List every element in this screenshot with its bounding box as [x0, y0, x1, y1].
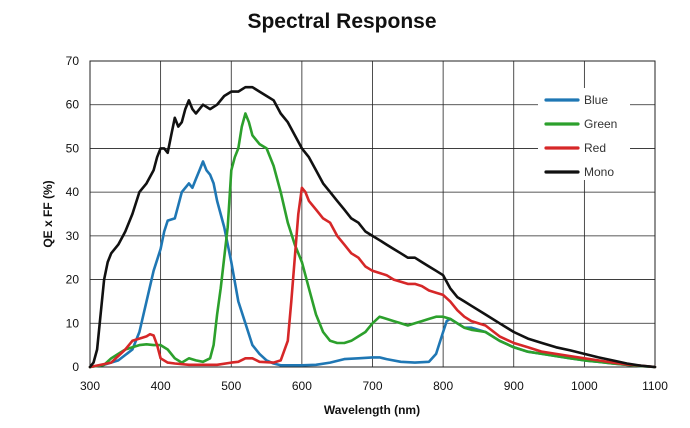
y-tick-label: 20 [66, 273, 80, 287]
y-tick-label: 40 [66, 185, 80, 199]
y-tick-label: 0 [72, 360, 79, 374]
legend-label-green: Green [584, 117, 617, 131]
y-tick-label: 10 [66, 316, 80, 330]
series-line-red [88, 186, 657, 369]
legend-label-blue: Blue [584, 93, 608, 107]
x-tick-label: 900 [504, 379, 524, 393]
y-tick-label: 50 [66, 141, 80, 155]
y-tick-label: 60 [66, 98, 80, 112]
y-tick-label: 70 [66, 54, 80, 68]
series-line-green [88, 112, 657, 369]
x-axis-ticks: 300 400 500 600 700 800 900 1000 1100 [80, 379, 668, 393]
series-layer [88, 85, 657, 369]
x-tick-label: 500 [221, 379, 241, 393]
plot-area [89, 60, 656, 368]
series-line-mono [88, 85, 657, 369]
x-axis-label: Wavelength (nm) [324, 403, 420, 417]
x-tick-label: 300 [80, 379, 100, 393]
y-axis-label: QE x FF (%) [41, 180, 55, 247]
legend-label-red: Red [584, 141, 606, 155]
legend-box [538, 88, 630, 180]
chart-title: Spectral Response [247, 10, 436, 33]
x-tick-label: 600 [292, 379, 312, 393]
y-tick-label: 30 [66, 229, 80, 243]
y-axis-ticks: 0 10 20 30 40 50 60 70 [66, 54, 80, 374]
legend-label-mono: Mono [584, 165, 614, 179]
x-tick-label: 400 [151, 379, 171, 393]
x-tick-label: 1100 [642, 379, 668, 393]
x-tick-label: 800 [433, 379, 453, 393]
x-tick-label: 700 [362, 379, 382, 393]
x-tick-label: 1000 [571, 379, 598, 393]
legend: Blue Green Red Mono [538, 88, 630, 180]
